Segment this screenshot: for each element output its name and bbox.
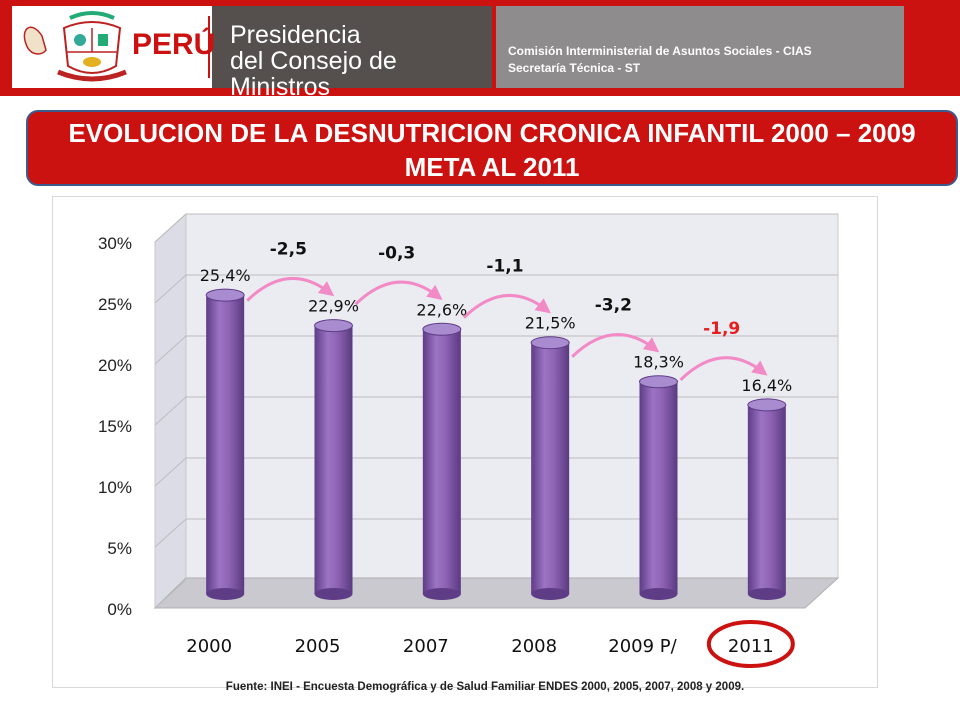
x-tick-label: 2008: [511, 636, 557, 657]
change-label: -0,3: [378, 243, 415, 263]
cias-secretaria-line: Secretaría Técnica - ST: [508, 61, 641, 75]
y-tick-label: 30%: [98, 234, 132, 253]
bars: [205, 288, 787, 600]
bar: [531, 342, 570, 594]
change-arrow: [679, 356, 768, 381]
y-tick-label: 25%: [98, 295, 132, 314]
change-arrows: -2,5 -0,3 -1,1 -3,2 -1,9: [246, 240, 768, 381]
brand-line-consejo: del Consejo de Ministros: [230, 47, 397, 101]
bar: [747, 404, 786, 594]
cias-banner: Comisión Interministerial de Asuntos Soc…: [496, 6, 904, 88]
bar-base: [314, 588, 353, 600]
bar-base: [747, 588, 786, 600]
gridlines: [154, 213, 838, 609]
bar: [314, 325, 353, 594]
bar: [422, 329, 461, 594]
chart-frame: [52, 196, 878, 688]
x-tick-label: 2011: [728, 636, 774, 657]
source-footnote: Fuente: INEI - Encuesta Demográfica y de…: [226, 681, 744, 693]
x-tick-label: 2007: [403, 636, 449, 657]
bar-top: [639, 375, 678, 389]
value-label: 16,4%: [741, 376, 792, 395]
target-year-highlight-circle: [706, 620, 795, 668]
bar-top: [530, 336, 570, 350]
change-label: -2,5: [270, 240, 307, 260]
x-tick-label: 2005: [295, 636, 341, 657]
brand-country: PERÚ: [132, 28, 216, 61]
gridline-side: [154, 518, 187, 548]
y-tick-label: 10%: [98, 478, 132, 497]
cias-line: Comisión Interministerial de Asuntos Soc…: [508, 44, 812, 58]
gridline-side: [154, 457, 187, 487]
bar-top: [205, 288, 245, 302]
slide-title-line2: META AL 2011: [404, 152, 580, 182]
value-label: 21,5%: [525, 314, 576, 333]
chart-floor: [153, 577, 840, 609]
bar-base: [531, 588, 570, 600]
value-label: 18,3%: [633, 353, 684, 372]
bar-top: [747, 398, 787, 412]
bar-top: [314, 319, 353, 333]
change-arrow: [462, 293, 551, 319]
change-arrow: [354, 280, 443, 306]
value-label: 22,6%: [416, 300, 467, 319]
y-tick-label: 0%: [107, 600, 132, 619]
pcm-brand-logo: PERÚ Presidencia del Consejo de Ministro…: [128, 6, 492, 100]
change-arrow: [246, 276, 335, 302]
bar-top: [422, 322, 462, 336]
value-label: 22,9%: [308, 297, 359, 316]
brand-line-presidencia: Presidencia: [230, 21, 361, 49]
change-label: -1,9: [703, 319, 740, 339]
y-tick-label: 15%: [98, 417, 132, 436]
y-tick-label: 5%: [107, 539, 132, 558]
x-tick-label: 2009 P/: [608, 636, 677, 657]
bar-base: [422, 588, 461, 600]
gridline-side: [154, 335, 187, 365]
slide-title: EVOLUCION DE LA DESNUTRICION CRONICA INF…: [26, 110, 958, 186]
gridline-side: [154, 396, 187, 426]
y-tick-label: 20%: [98, 356, 132, 375]
change-label: -1,1: [486, 257, 523, 277]
bar: [639, 381, 678, 594]
slide-title-line1: EVOLUCION DE LA DESNUTRICION CRONICA INF…: [68, 118, 916, 148]
y-axis-ticks: 0% 5% 10% 15% 20% 25% 30%: [98, 234, 132, 619]
change-label: -3,2: [595, 296, 632, 316]
bar-base: [639, 588, 678, 600]
value-label: 25,4%: [200, 266, 251, 285]
gridline-side: [154, 274, 187, 304]
bar-base: [206, 588, 245, 600]
bar: [206, 295, 245, 594]
gridline-side: [154, 579, 187, 609]
x-axis-labels: 2000 2005 2007 2008 2009 P/2011: [186, 636, 773, 657]
x-tick-label: 2000: [186, 636, 232, 657]
change-arrow: [571, 333, 660, 358]
value-labels: 25,4% 22,9% 22,6% 21,5% 18,3% 16,4%: [200, 266, 792, 395]
gridline-side: [154, 213, 187, 243]
